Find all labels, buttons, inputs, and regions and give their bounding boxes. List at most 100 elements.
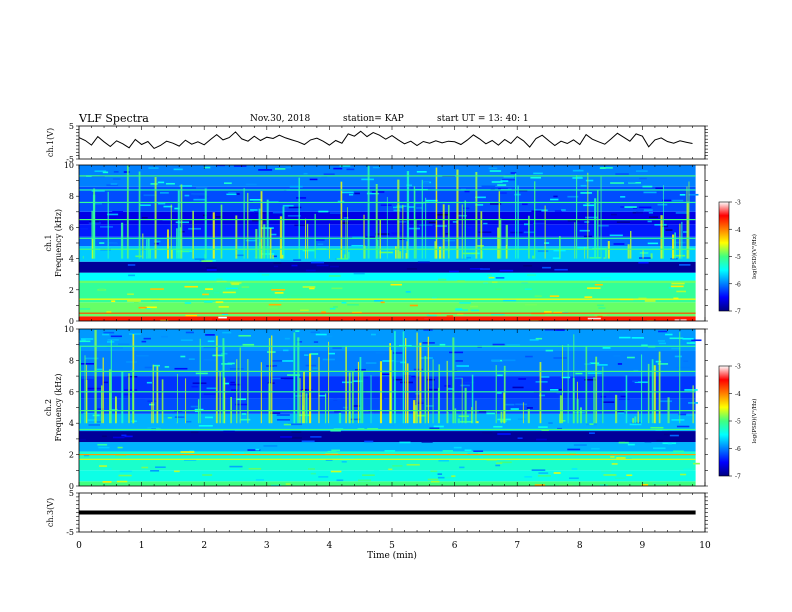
spectral-speckle bbox=[554, 210, 562, 212]
spectral-speckle bbox=[553, 195, 558, 198]
spectral-speckle bbox=[683, 468, 694, 471]
spectral-speckle bbox=[145, 307, 151, 310]
colorbar-tick-label: -5 bbox=[735, 419, 741, 426]
spectral-speckle bbox=[536, 438, 547, 441]
sferic-streak bbox=[641, 354, 643, 424]
spectral-speckle bbox=[381, 373, 391, 376]
sferic-streak bbox=[91, 210, 93, 259]
sferic-streak bbox=[395, 246, 397, 259]
spectral-speckle bbox=[174, 416, 185, 418]
spectral-speckle bbox=[222, 331, 232, 334]
spectral-speckle bbox=[330, 470, 342, 473]
sferic-streak bbox=[367, 165, 370, 259]
spectral-speckle bbox=[615, 173, 629, 175]
sferic-streak bbox=[91, 238, 94, 259]
spectral-speckle bbox=[143, 337, 151, 340]
spectral-speckle bbox=[572, 177, 583, 179]
spectral-speckle bbox=[249, 198, 262, 201]
colorbar-tick-label: -6 bbox=[735, 446, 741, 453]
spectral-speckle bbox=[479, 456, 484, 459]
sferic-streak bbox=[406, 171, 410, 259]
spectral-speckle bbox=[424, 317, 429, 320]
sferic-streak bbox=[220, 204, 223, 259]
spectral-speckle bbox=[458, 415, 469, 418]
spectral-speckle bbox=[459, 302, 471, 304]
spectral-speckle bbox=[657, 203, 668, 206]
sferic-streak bbox=[528, 215, 530, 259]
spectral-speckle bbox=[274, 292, 284, 294]
spectral-speckle bbox=[407, 206, 415, 208]
sferic-streak bbox=[587, 172, 589, 259]
spectral-speckle bbox=[478, 231, 492, 234]
spectral-speckle bbox=[549, 295, 560, 297]
spectral-speckle bbox=[428, 221, 438, 224]
spectral-speckle bbox=[435, 225, 447, 227]
spectral-band bbox=[79, 431, 696, 443]
spectral-speckle bbox=[493, 425, 503, 428]
spectral-speckle bbox=[552, 257, 561, 259]
sferic-streak bbox=[301, 390, 304, 424]
spectral-speckle bbox=[318, 394, 327, 397]
spectral-speckle bbox=[352, 236, 365, 239]
spectral-speckle bbox=[198, 425, 213, 427]
spectral-speckle bbox=[275, 168, 286, 170]
sferic-streak bbox=[146, 257, 148, 259]
narrowband-line bbox=[79, 410, 696, 412]
spectral-speckle bbox=[99, 288, 105, 291]
spectral-speckle bbox=[529, 339, 539, 341]
spectral-speckle bbox=[147, 427, 160, 429]
sferic-streak bbox=[121, 371, 124, 424]
spectral-speckle bbox=[643, 209, 653, 211]
spectral-speckle bbox=[144, 398, 157, 401]
spectral-speckle bbox=[230, 381, 235, 384]
x-tick-label: 10 bbox=[699, 541, 711, 551]
sferic-streak bbox=[413, 186, 416, 259]
sferic-streak bbox=[235, 215, 238, 259]
spectral-speckle bbox=[127, 264, 136, 266]
spectral-speckle bbox=[502, 359, 516, 362]
spectral-speckle bbox=[425, 405, 434, 407]
spectral-speckle bbox=[85, 357, 99, 360]
sferic-streak bbox=[152, 364, 154, 424]
spectral-speckle bbox=[437, 473, 443, 475]
spectral-speckle bbox=[455, 309, 468, 311]
spectral-speckle bbox=[135, 255, 142, 258]
narrowband-line bbox=[79, 312, 696, 314]
sferic-streak bbox=[437, 387, 440, 424]
spectral-speckle bbox=[203, 358, 217, 361]
spectral-speckle bbox=[421, 440, 433, 443]
sferic-streak bbox=[344, 254, 347, 259]
spectral-speckle bbox=[205, 288, 213, 290]
sferic-streak bbox=[464, 200, 466, 259]
sferic-streak bbox=[363, 245, 366, 259]
spectral-speckle bbox=[375, 351, 386, 354]
spectral-speckle bbox=[174, 207, 180, 210]
spectral-speckle bbox=[478, 410, 487, 413]
spectral-speckle bbox=[104, 277, 117, 280]
spectral-speckle bbox=[342, 222, 349, 224]
sferic-streak bbox=[480, 211, 483, 259]
spectral-speckle bbox=[191, 385, 199, 388]
y-tick-label: 6 bbox=[69, 388, 74, 397]
spectral-speckle bbox=[310, 472, 316, 475]
spectral-speckle bbox=[486, 459, 498, 461]
spectral-speckle bbox=[245, 239, 257, 242]
y-tick-label: 2 bbox=[69, 451, 74, 460]
spectral-speckle bbox=[415, 392, 421, 395]
spectral-speckle bbox=[341, 191, 354, 194]
spectral-speckle bbox=[203, 166, 211, 169]
sferic-streak bbox=[82, 255, 84, 259]
spectral-speckle bbox=[309, 287, 315, 290]
spectral-speckle bbox=[341, 301, 347, 304]
spectral-speckle bbox=[103, 381, 109, 384]
spectral-speckle bbox=[150, 470, 160, 472]
spectral-speckle bbox=[655, 187, 664, 190]
spectral-speckle bbox=[680, 473, 687, 476]
spectral-speckle bbox=[150, 466, 159, 469]
sferic-streak bbox=[142, 233, 144, 259]
y-tick-label: 0 bbox=[69, 482, 74, 491]
spectral-speckle bbox=[102, 333, 110, 336]
sferic-streak bbox=[597, 189, 599, 259]
spectral-speckle bbox=[534, 484, 546, 486]
